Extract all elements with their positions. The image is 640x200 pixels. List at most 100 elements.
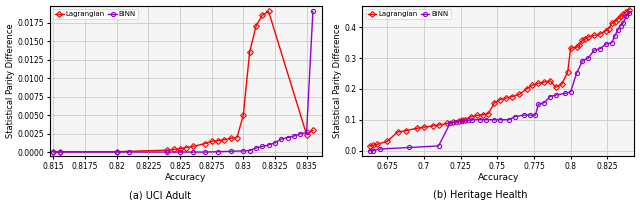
BiNN — [602, 43, 610, 45]
Lagrangian — [49, 150, 57, 153]
Lagrangian — [252, 25, 260, 28]
BiNN — [447, 122, 454, 124]
Lagrangian — [56, 150, 63, 153]
BiNN — [525, 114, 533, 116]
Text: (a) UCI Adult: (a) UCI Adult — [129, 190, 191, 200]
Lagrangian — [552, 86, 560, 89]
BiNN — [452, 121, 460, 123]
Lagrangian — [567, 47, 575, 49]
Line: BiNN: BiNN — [51, 9, 315, 154]
BiNN — [271, 142, 279, 144]
X-axis label: Accuracy: Accuracy — [477, 173, 519, 182]
Lagrangian — [508, 95, 516, 98]
Lagrangian — [579, 39, 586, 41]
Lagrangian — [461, 119, 469, 121]
BiNN — [573, 72, 580, 75]
Lagrangian — [259, 14, 266, 16]
Lagrangian — [596, 33, 604, 35]
BiNN — [608, 41, 616, 44]
Lagrangian — [614, 18, 621, 21]
Lagrangian — [458, 119, 466, 122]
BiNN — [458, 120, 466, 122]
Lagrangian — [227, 137, 234, 140]
Lagrangian — [208, 140, 216, 142]
Lagrangian — [564, 71, 572, 73]
BiNN — [277, 138, 285, 140]
Line: Lagrangian: Lagrangian — [367, 7, 632, 148]
Lagrangian — [484, 112, 492, 115]
BiNN — [611, 35, 618, 38]
BiNN — [296, 133, 304, 135]
Lagrangian — [366, 145, 374, 147]
BiNN — [202, 151, 209, 153]
BiNN — [227, 150, 234, 152]
Lagrangian — [182, 146, 190, 149]
Lagrangian — [214, 139, 222, 142]
Lagrangian — [455, 120, 463, 122]
Lagrangian — [479, 114, 486, 116]
Line: Lagrangian: Lagrangian — [51, 9, 315, 154]
X-axis label: Accuracy: Accuracy — [165, 173, 206, 182]
Lagrangian — [420, 126, 428, 128]
Lagrangian — [582, 38, 589, 40]
Lagrangian — [623, 11, 630, 13]
Lagrangian — [584, 36, 592, 38]
BiNN — [476, 119, 484, 121]
BiNN — [366, 149, 374, 152]
Lagrangian — [449, 121, 457, 123]
BiNN — [520, 114, 527, 116]
Lagrangian — [490, 102, 498, 104]
Lagrangian — [246, 51, 253, 53]
Lagrangian — [309, 129, 317, 131]
BiNN — [579, 60, 586, 62]
BiNN — [303, 131, 310, 134]
BiNN — [113, 151, 120, 153]
BiNN — [567, 91, 575, 93]
BiNN — [125, 151, 133, 153]
BiNN — [376, 148, 384, 150]
Legend: Lagrangian, BiNN: Lagrangian, BiNN — [53, 9, 138, 19]
Lagrangian — [413, 127, 420, 130]
BiNN — [614, 29, 621, 31]
BiNN — [617, 24, 625, 27]
Lagrangian — [189, 145, 196, 148]
BiNN — [532, 114, 540, 116]
BiNN — [468, 119, 476, 121]
Lagrangian — [558, 83, 566, 85]
BiNN — [176, 151, 184, 153]
Lagrangian — [383, 140, 391, 143]
Line: BiNN: BiNN — [367, 11, 632, 153]
BiNN — [547, 95, 554, 98]
Y-axis label: Statistical Parity Difference: Statistical Parity Difference — [6, 24, 15, 138]
Lagrangian — [163, 149, 171, 151]
Lagrangian — [547, 80, 554, 82]
BiNN — [590, 49, 598, 51]
BiNN — [163, 151, 171, 153]
BiNN — [584, 57, 592, 59]
Lagrangian — [502, 97, 510, 99]
BiNN — [505, 119, 513, 121]
Lagrangian — [590, 34, 598, 37]
BiNN — [552, 94, 560, 96]
BiNN — [623, 15, 630, 18]
Text: (b) Heritage Health: (b) Heritage Health — [433, 190, 527, 200]
Y-axis label: Statistical Parity Difference: Statistical Parity Difference — [333, 24, 342, 138]
Lagrangian — [394, 131, 401, 133]
BiNN — [49, 151, 57, 153]
Lagrangian — [373, 143, 381, 146]
Lagrangian — [540, 81, 548, 83]
BiNN — [259, 145, 266, 148]
BiNN — [265, 144, 273, 146]
Lagrangian — [369, 144, 376, 147]
BiNN — [290, 135, 298, 137]
BiNN — [464, 119, 472, 122]
Lagrangian — [625, 8, 633, 11]
Lagrangian — [265, 10, 273, 13]
Lagrangian — [233, 136, 241, 139]
BiNN — [214, 150, 222, 153]
BiNN — [309, 10, 317, 13]
BiNN — [239, 150, 247, 152]
BiNN — [246, 149, 253, 152]
Lagrangian — [435, 124, 442, 126]
BiNN — [252, 147, 260, 149]
